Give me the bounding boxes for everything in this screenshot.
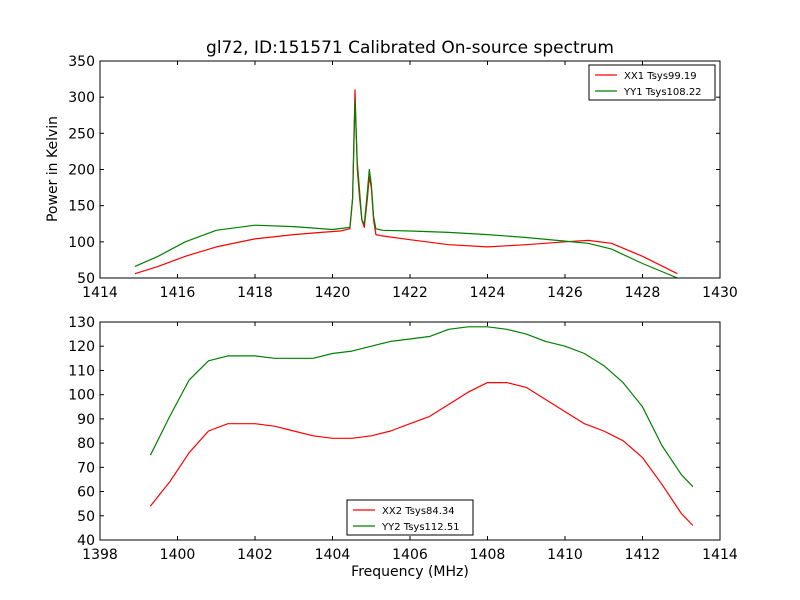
legend-box <box>588 64 716 101</box>
legend-label: YY1 Tsys108.22 <box>623 87 702 98</box>
y-tick-label: 80 <box>77 436 95 452</box>
x-tick-label: 1400 <box>160 547 196 563</box>
x-tick-label: 1418 <box>237 285 273 301</box>
series-line-1-1 <box>134 89 678 275</box>
x-tick-label: 1424 <box>470 285 506 301</box>
y-tick-label: 200 <box>68 163 95 179</box>
chart-title: gl72, ID:151571 Calibrated On-source spe… <box>206 38 614 58</box>
y-tick-label: 110 <box>68 363 95 379</box>
y-tick-label: 100 <box>68 388 95 404</box>
x-tick-label: 1408 <box>470 547 506 563</box>
legend-label: XX1 Tsys99.19 <box>624 71 697 82</box>
y-tick-label: 100 <box>68 235 95 251</box>
y-tick-label: 60 <box>77 485 95 501</box>
y-tick-label: 50 <box>77 271 95 287</box>
x-tick-label: 1428 <box>625 285 661 301</box>
x-tick-label: 1416 <box>160 285 196 301</box>
top-panel: 1414 1416 1418 1420 1422 1424 1426 1428 1430 50 10… <box>68 54 738 301</box>
x-tick-label: 1426 <box>547 285 583 301</box>
x-tick-label: 1414 <box>82 285 118 301</box>
y-tick-label: 130 <box>68 315 95 331</box>
x-tick-label: 1402 <box>237 547 273 563</box>
y-tick-label: 70 <box>77 460 95 476</box>
x-tick-label: 1398 <box>82 547 118 563</box>
y-tick-label: 300 <box>68 90 95 106</box>
series-line-1-2 <box>134 100 678 279</box>
series-line-2-2 <box>149 326 694 488</box>
y-tick-label: 350 <box>68 54 95 70</box>
y-tick-label: 250 <box>68 126 95 142</box>
y-tick-label: 90 <box>77 412 95 428</box>
x-tick-label: 1422 <box>392 285 428 301</box>
series-line-2-1 <box>149 382 694 526</box>
y-tick-label: 50 <box>77 509 95 525</box>
x-tick-label: 1414 <box>702 547 738 563</box>
x-tick-label: 1404 <box>315 547 351 563</box>
legend: XX1 Tsys99.19 YY1 Tsys108.22 <box>588 64 716 101</box>
x-tick-label: 1406 <box>392 547 428 563</box>
legend-label: YY2 Tsys112.51 <box>381 522 460 533</box>
x-tick-label: 1412 <box>625 547 661 563</box>
x-tick-label: 1420 <box>315 285 351 301</box>
x-axis-label: Frequency (MHz) <box>351 564 469 580</box>
legend: XX2 Tsys84.34 YY2 Tsys112.51 <box>346 499 474 536</box>
y-tick-label: 40 <box>77 533 95 549</box>
y-axis-label: Power in Kelvin <box>45 116 61 222</box>
x-tick-label: 1430 <box>702 285 738 301</box>
y-tick-label: 150 <box>68 199 95 215</box>
bottom-panel: 1398 1400 1402 1404 1406 1408 1410 1412 1414 40 50… <box>68 315 738 563</box>
x-tick-label: 1410 <box>547 547 583 563</box>
y-tick-label: 120 <box>68 339 95 355</box>
legend-label: XX2 Tsys84.34 <box>382 506 455 517</box>
legend-box <box>346 499 474 536</box>
